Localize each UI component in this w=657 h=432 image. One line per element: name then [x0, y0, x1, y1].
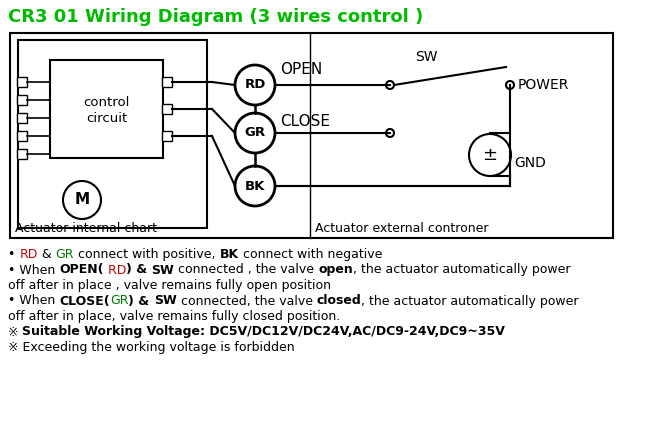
- Text: CLOSE(: CLOSE(: [59, 295, 110, 308]
- Bar: [17, 113, 27, 123]
- Text: CLOSE: CLOSE: [280, 114, 330, 128]
- Text: CR3 01 Wiring Diagram (3 wires control ): CR3 01 Wiring Diagram (3 wires control ): [8, 8, 423, 26]
- Text: off after in place , valve remains fully open position: off after in place , valve remains fully…: [8, 279, 331, 292]
- Text: circuit: circuit: [86, 111, 127, 124]
- Text: off after in place, valve remains fully closed position.: off after in place, valve remains fully …: [8, 310, 340, 323]
- Text: ±: ±: [482, 146, 497, 164]
- Text: connect with negative: connect with negative: [238, 248, 382, 261]
- Text: , the actuator automatically power: , the actuator automatically power: [361, 295, 579, 308]
- Bar: [17, 131, 27, 141]
- Text: BK: BK: [219, 248, 238, 261]
- Bar: [17, 95, 27, 105]
- Text: GR: GR: [55, 248, 74, 261]
- Text: Actuator external controner: Actuator external controner: [315, 222, 489, 235]
- Text: RD: RD: [104, 264, 126, 276]
- Bar: [50, 60, 163, 158]
- Text: M: M: [74, 193, 89, 207]
- Text: GND: GND: [514, 156, 546, 170]
- Text: POWER: POWER: [518, 78, 570, 92]
- Text: GR: GR: [244, 127, 265, 140]
- Text: SW: SW: [415, 50, 438, 64]
- Text: Suitable Working Voltage: DC5V/DC12V/DC24V,AC/DC9-24V,DC9~35V: Suitable Working Voltage: DC5V/DC12V/DC2…: [22, 325, 505, 339]
- Bar: [18, 40, 207, 228]
- Text: • When: • When: [8, 264, 59, 276]
- Text: SW: SW: [152, 264, 174, 276]
- Text: open: open: [319, 264, 353, 276]
- Text: RD: RD: [19, 248, 37, 261]
- Text: connected , the valve: connected , the valve: [174, 264, 319, 276]
- Text: •: •: [8, 248, 19, 261]
- Bar: [162, 131, 172, 141]
- Text: BK: BK: [245, 180, 265, 193]
- Text: closed: closed: [317, 295, 361, 308]
- Text: OPEN(: OPEN(: [59, 264, 104, 276]
- Text: ※: ※: [8, 325, 22, 339]
- Text: connect with positive,: connect with positive,: [74, 248, 219, 261]
- Bar: [17, 77, 27, 87]
- Text: connected, the valve: connected, the valve: [177, 295, 317, 308]
- Text: • When: • When: [8, 295, 59, 308]
- Text: OPEN: OPEN: [280, 61, 322, 76]
- Text: control: control: [83, 95, 129, 108]
- Text: GR: GR: [110, 295, 128, 308]
- Bar: [162, 104, 172, 114]
- Text: ※ Exceeding the working voltage is forbidden: ※ Exceeding the working voltage is forbi…: [8, 341, 294, 354]
- Text: , the actuator automatically power: , the actuator automatically power: [353, 264, 571, 276]
- Text: ) &: ) &: [126, 264, 152, 276]
- Text: Actuator internal chart: Actuator internal chart: [15, 222, 157, 235]
- Text: SW: SW: [154, 295, 177, 308]
- Text: ) &: ) &: [128, 295, 154, 308]
- Bar: [17, 149, 27, 159]
- Bar: [10, 33, 613, 238]
- Text: RD: RD: [244, 79, 265, 92]
- Text: &: &: [37, 248, 55, 261]
- Bar: [162, 77, 172, 87]
